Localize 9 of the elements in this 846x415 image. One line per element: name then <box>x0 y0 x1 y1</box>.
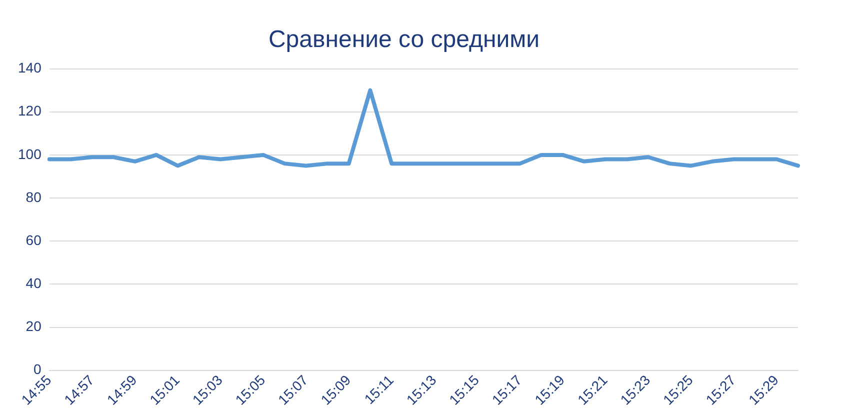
y-tick-label: 100 <box>18 146 42 162</box>
chart-title: Сравнение со средними <box>268 26 540 54</box>
y-tick-label: 20 <box>26 318 42 334</box>
y-tick-label: 0 <box>34 361 42 378</box>
y-tick-label: 60 <box>26 232 42 248</box>
y-tick-label: 120 <box>18 102 42 119</box>
y-tick-label: 140 <box>18 60 42 76</box>
y-tick-label: 40 <box>26 275 42 292</box>
y-tick-label: 80 <box>26 188 42 205</box>
